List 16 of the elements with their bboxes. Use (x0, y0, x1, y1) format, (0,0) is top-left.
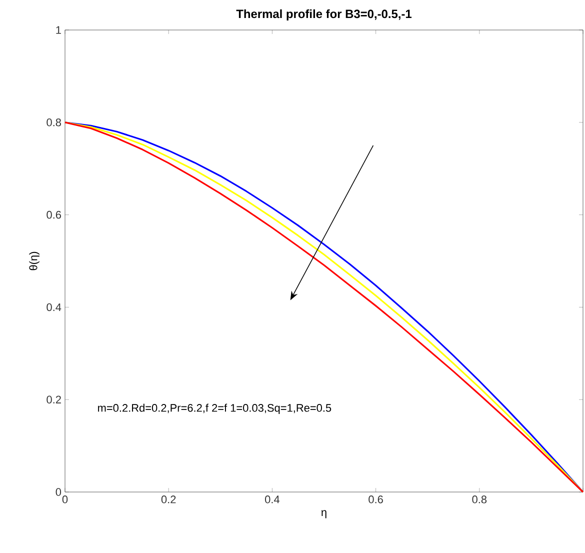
chart-title: Thermal profile for B3=0,-0.5,-1 (236, 9, 412, 20)
x-axis-title: η (322, 510, 326, 518)
y-tick-label: 0 (56, 488, 62, 496)
x-tick-label: 0.6 (368, 496, 383, 504)
x-tick-label: 0.8 (472, 496, 487, 504)
y-tick-label: 0.6 (46, 210, 61, 219)
x-tick-label: 0.4 (265, 496, 280, 504)
y-tick-label: 0.4 (46, 303, 62, 312)
line-series (64, 122, 584, 493)
x-tick-label: 0.2 (161, 496, 176, 504)
y-tick-label: 1 (56, 26, 61, 34)
x-tick-label: 0 (62, 496, 68, 504)
y-tick-label: 0.2 (46, 396, 61, 404)
annotation: m=0.2.Rd=0.2,Pr=6.2,f 2=f 1=0.03,Sq=1,Re=0.5 (98, 404, 332, 414)
y-axis-title: θ(η) (29, 252, 40, 270)
y-tick-label: 0.8 (46, 118, 61, 126)
